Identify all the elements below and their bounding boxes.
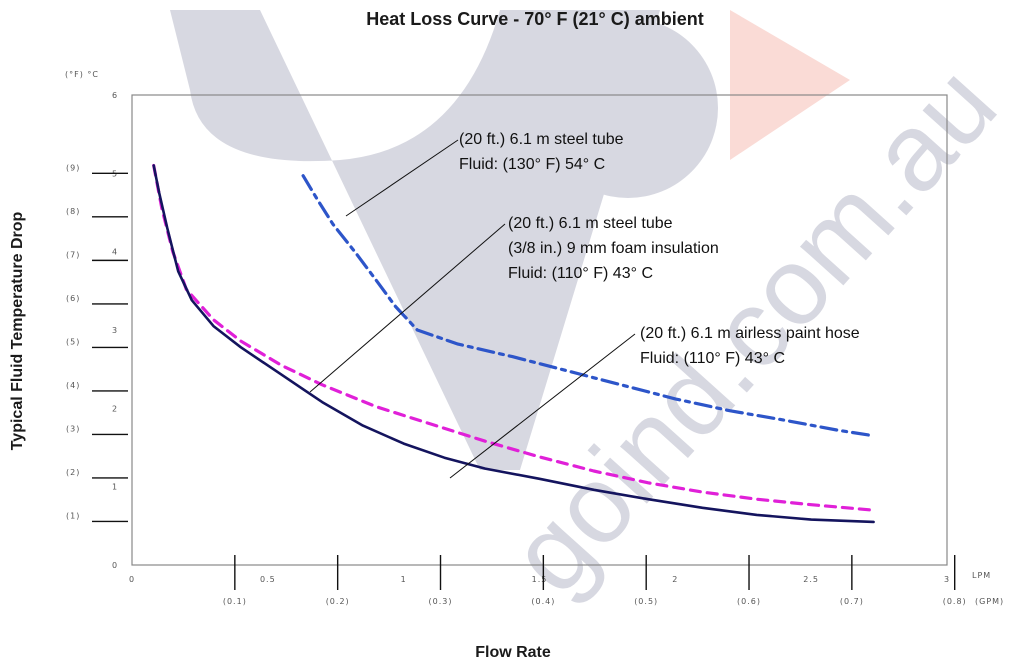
y-tick-label-f: (9) xyxy=(66,163,80,172)
y-tick-label-f: (5) xyxy=(66,337,80,346)
x-tick-label-lpm: 2.5 xyxy=(803,575,819,584)
y-axis-title: Typical Fluid Temperature Drop xyxy=(9,212,26,451)
watermark: goind.com.au xyxy=(170,10,1020,616)
tick-layer: 0 0.5 1 1.5 2 2.5 3 (0.1) (0.2) (0.3) (0.4) (0.5) (0… xyxy=(66,91,967,606)
y-tick-label-c: 3 xyxy=(112,326,118,335)
plot-frame xyxy=(131,94,948,566)
series-layer xyxy=(152,163,876,524)
y-tick-label-f: (3) xyxy=(66,424,80,433)
annotation-hose-line2: Fluid: (110° F) 43° C xyxy=(640,350,785,367)
y-tick-label-c: 2 xyxy=(112,404,118,413)
x-unit-secondary: (GPM) xyxy=(975,597,1004,606)
annotation-steel-tube-line2: Fluid: (130° F) 54° C xyxy=(459,156,605,173)
y-tick-label-f: (1) xyxy=(66,511,80,520)
leader-line-foam-insulation xyxy=(309,223,506,393)
watermark-gray-circle xyxy=(538,18,718,198)
y-tick-label-c: 4 xyxy=(112,248,118,257)
annotations: (20 ft.) 6.1 m steel tube Fluid: (130° F… xyxy=(309,131,860,479)
series-line-1 xyxy=(301,174,876,438)
x-tick-label-lpm: 1 xyxy=(401,575,407,584)
watermark-gray-swirl xyxy=(170,10,660,470)
y-tick-label-f: (6) xyxy=(66,294,80,303)
annotation-hose-line1: (20 ft.) 6.1 m airless paint hose xyxy=(640,325,860,342)
x-tick-label-gpm: (0.5) xyxy=(634,597,658,606)
leader-line-steel-tube xyxy=(345,139,459,217)
y-tick-label-f: (8) xyxy=(66,207,80,216)
annotation-foam-line3: Fluid: (110° F) 43° C xyxy=(508,265,653,282)
y-tick-label-c: 6 xyxy=(112,91,118,100)
leader-line-paint-hose xyxy=(449,333,636,479)
x-tick-label-gpm: (0.8) xyxy=(943,597,967,606)
x-tick-label-gpm: (0.4) xyxy=(531,597,555,606)
x-tick-label-gpm: (0.6) xyxy=(737,597,761,606)
x-tick-label-lpm: 0.5 xyxy=(260,575,276,584)
x-tick-label-lpm: 2 xyxy=(672,575,678,584)
watermark-red-triangle xyxy=(730,10,850,160)
y-unit-header: (°F) °C xyxy=(65,70,99,79)
annotation-foam-line2: (3/8 in.) 9 mm foam insulation xyxy=(508,240,719,257)
y-tick-label-f: (4) xyxy=(66,381,80,390)
x-tick-label-gpm: (0.7) xyxy=(840,597,864,606)
x-tick-label-gpm: (0.2) xyxy=(326,597,350,606)
annotation-steel-tube-line1: (20 ft.) 6.1 m steel tube xyxy=(459,131,624,148)
x-tick-label-gpm: (0.3) xyxy=(429,597,453,606)
x-axis-title: Flow Rate xyxy=(475,644,551,661)
x-unit-primary: LPM xyxy=(972,571,991,580)
annotation-foam-line1: (20 ft.) 6.1 m steel tube xyxy=(508,215,673,232)
x-tick-label-gpm: (0.1) xyxy=(223,597,247,606)
series-line-3 xyxy=(152,164,875,524)
y-tick-label-f: (2) xyxy=(66,468,80,477)
x-tick-label-lpm: 1.5 xyxy=(532,575,548,584)
y-tick-label-c: 1 xyxy=(112,483,118,492)
chart-title: Heat Loss Curve - 70° F (21° C) ambient xyxy=(366,9,703,29)
x-tick-label-lpm: 3 xyxy=(944,575,950,584)
x-tick-label-lpm: 0 xyxy=(129,575,135,584)
y-tick-label-c: 0 xyxy=(112,561,118,570)
y-tick-label-f: (7) xyxy=(66,250,80,259)
